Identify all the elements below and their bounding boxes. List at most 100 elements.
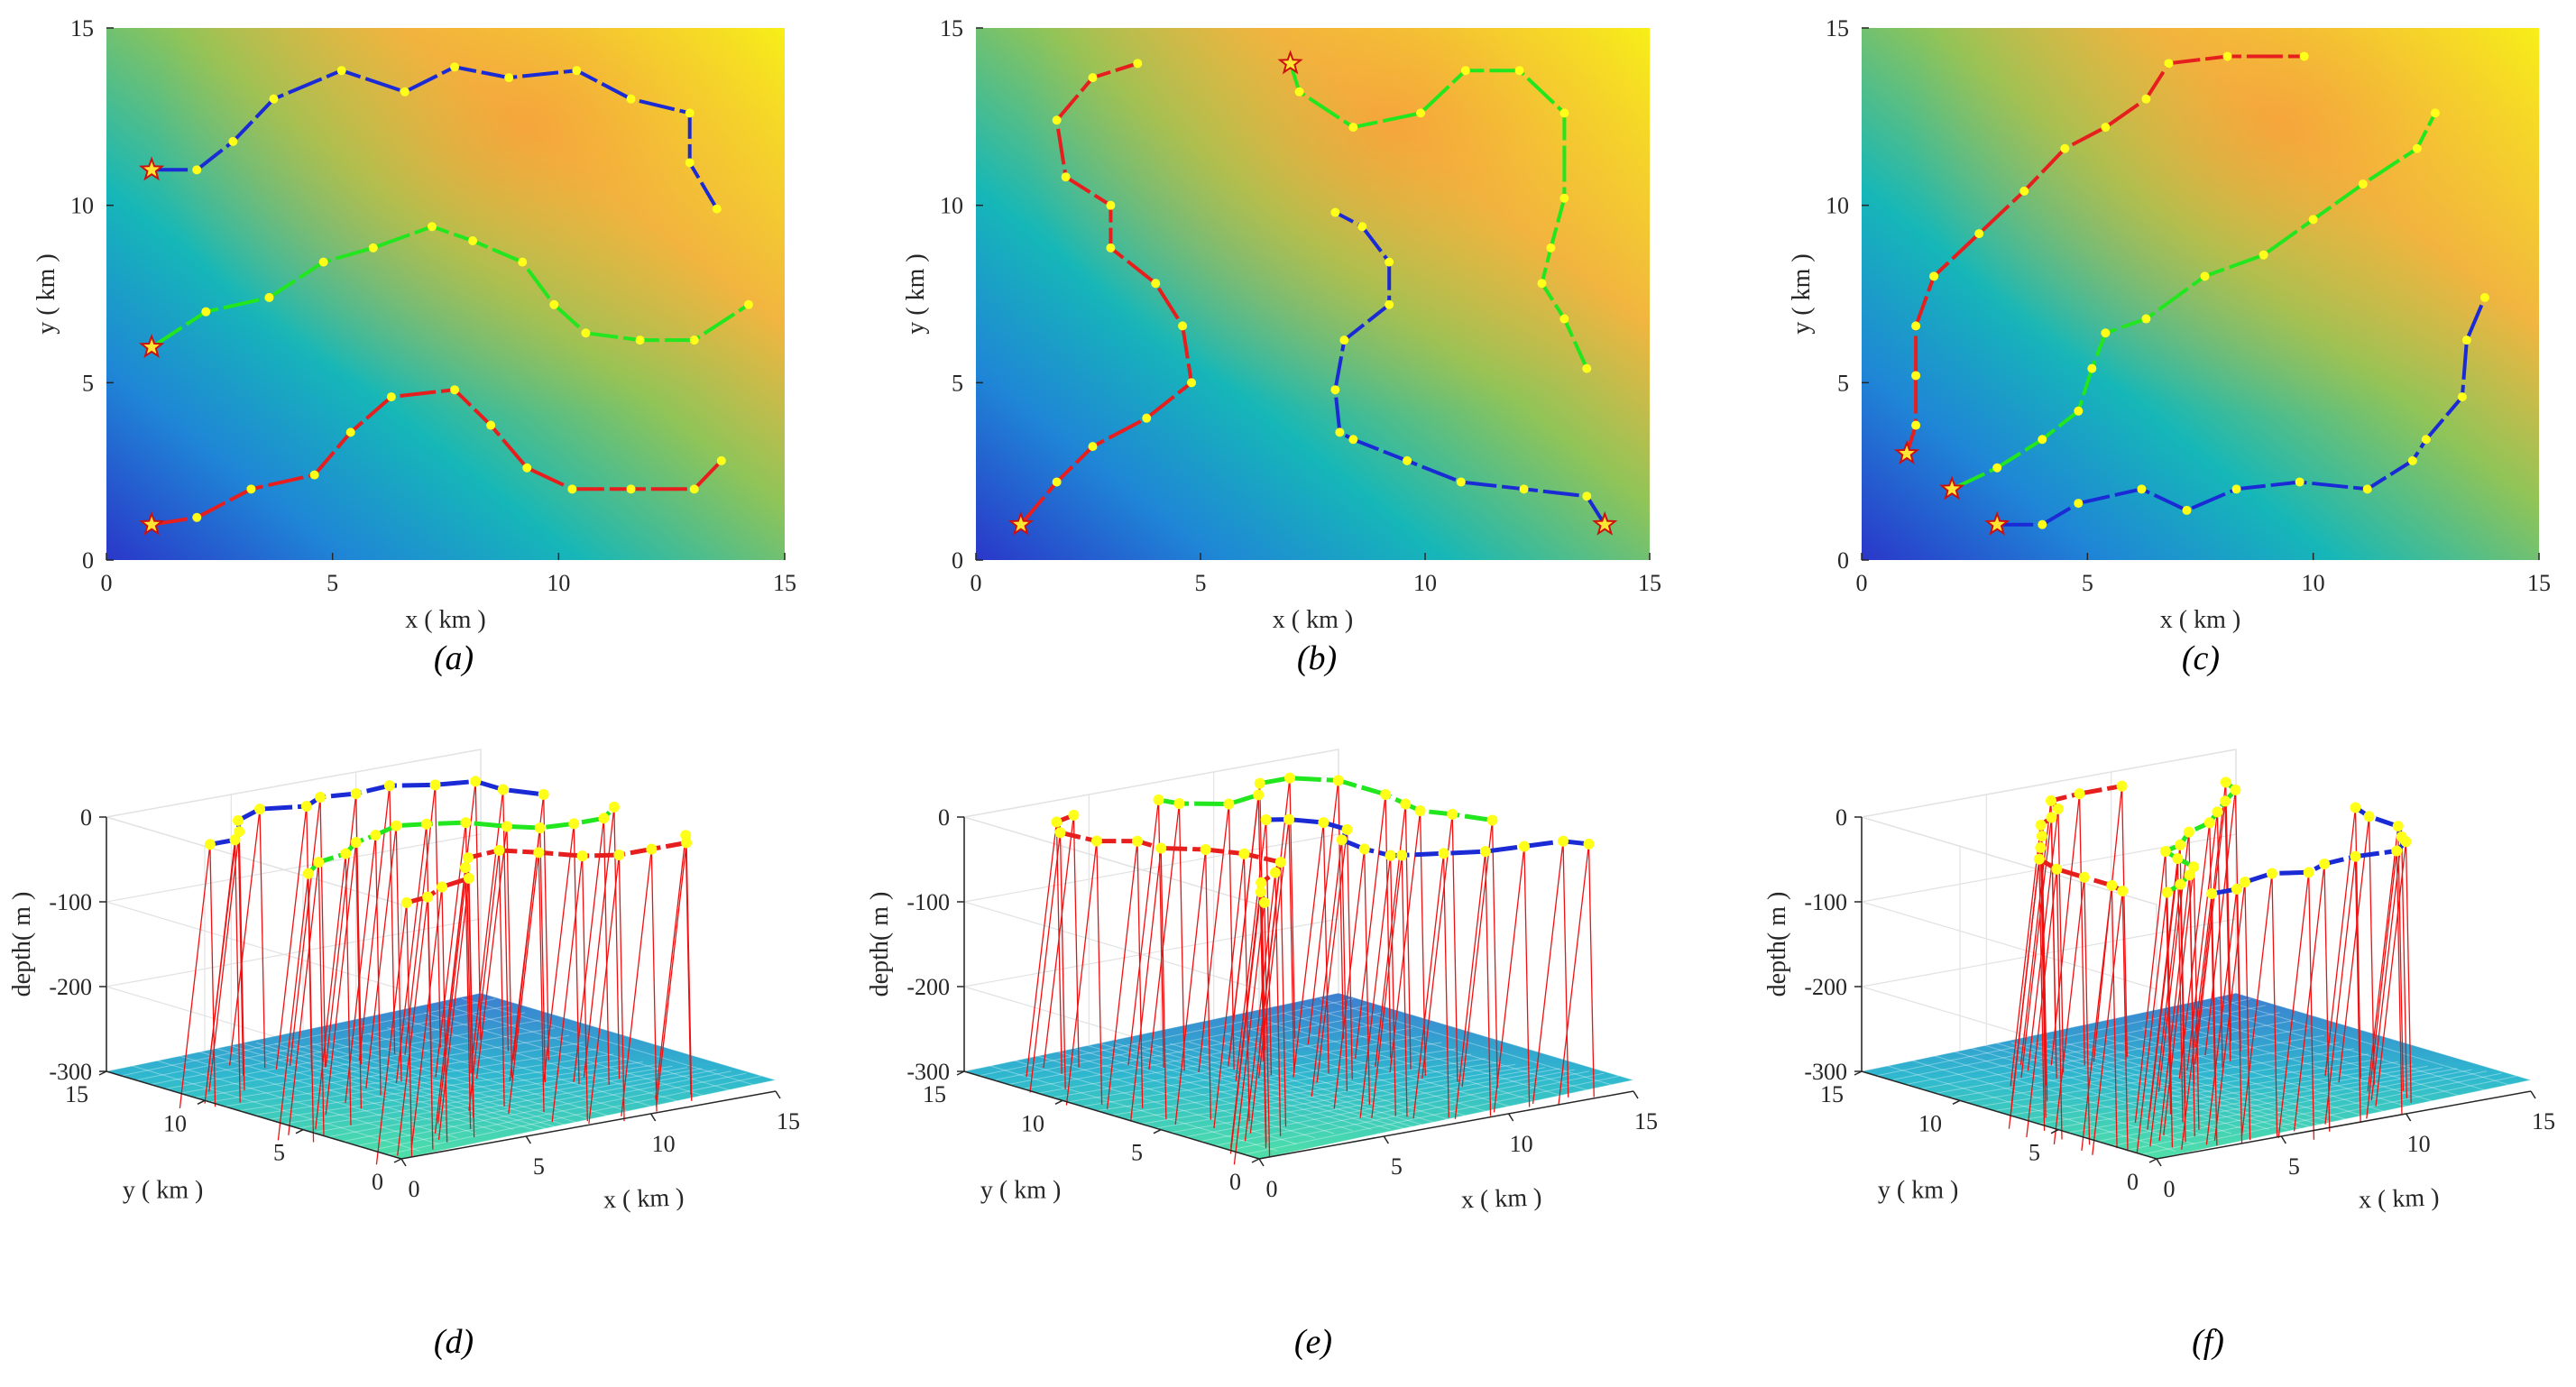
series-blue-point	[2421, 435, 2431, 445]
z-tick-label: -300	[906, 1059, 950, 1085]
link-line	[1106, 840, 1138, 1109]
link-line	[2213, 881, 2246, 1141]
link-line	[2397, 826, 2405, 1091]
series-blue-point-3d	[497, 784, 509, 795]
mesh-line	[1876, 998, 2251, 1077]
mesh-line	[1097, 1053, 1472, 1112]
series-green-point	[1514, 66, 1524, 76]
link-line	[2193, 867, 2200, 1130]
x-tick-label: 5	[2082, 570, 2093, 596]
series-green-point	[689, 335, 699, 345]
z-grid-line	[963, 901, 1260, 990]
link-line	[1364, 849, 1371, 1105]
link-line	[475, 826, 508, 1079]
link-line	[2149, 884, 2181, 1147]
series-blue-point	[1385, 257, 1394, 267]
x-axis-label: x ( km )	[2160, 606, 2240, 634]
panel-caption: (d)	[434, 1323, 474, 1361]
y-tick-label: 5	[2029, 1140, 2040, 1166]
start-star-marker	[1592, 510, 1618, 536]
series-red-point	[2299, 51, 2309, 61]
series-green-point	[427, 222, 437, 232]
series-green-line	[1288, 62, 1589, 370]
x-tick-label: 0	[101, 570, 113, 596]
link-line	[277, 873, 309, 1141]
series-red-point-3d	[1132, 835, 1143, 847]
y-tick-label: 0	[1229, 1169, 1241, 1195]
series-red-point	[1052, 477, 1062, 487]
series-red-point-3d	[2052, 803, 2064, 814]
series-red-point-3d	[463, 872, 474, 884]
series-blue-point-3d	[2266, 868, 2277, 879]
series-green-point-3d	[501, 821, 512, 832]
x-tick-mark	[1508, 1113, 1514, 1122]
link-line	[441, 886, 448, 1143]
mesh-line	[1229, 1072, 1605, 1151]
y-tick-mark	[1251, 1158, 1260, 1163]
mesh-line	[150, 1012, 526, 1086]
y-tick-label: 0	[1837, 547, 1849, 574]
link-line	[2121, 890, 2129, 1152]
link-line	[2053, 877, 2085, 1145]
series-blue-point	[1403, 455, 1412, 465]
link-line	[2057, 808, 2065, 1073]
link-line	[2027, 808, 2059, 1071]
y-tick-label: 15	[940, 15, 963, 41]
mesh-line	[195, 1034, 570, 1098]
mesh-line	[480, 992, 777, 1081]
mesh-line	[2142, 1026, 2438, 1116]
link-line	[2405, 841, 2412, 1103]
mesh-line	[372, 1072, 747, 1151]
link-line	[2167, 892, 2174, 1148]
link-line	[465, 868, 472, 1130]
series-blue-point	[2457, 392, 2467, 402]
link-line	[2396, 850, 2403, 1116]
mesh-line	[1338, 992, 1634, 1081]
link-line	[1587, 843, 1595, 1098]
x-tick-mark	[400, 1158, 407, 1167]
link-line	[538, 852, 545, 1113]
link-line	[1385, 794, 1392, 1059]
series-green-point	[318, 257, 328, 267]
x-tick-mark	[2406, 1113, 2412, 1122]
y-tick-label: 10	[1021, 1110, 1044, 1136]
link-line	[2111, 885, 2118, 1149]
series-red-point	[1911, 371, 1921, 381]
link-line	[315, 853, 346, 1130]
x-tick-label: 10	[1413, 570, 1437, 596]
series-red-point	[567, 484, 577, 494]
link-line	[437, 858, 469, 1124]
series-green-point	[368, 243, 378, 253]
series-green-point	[581, 328, 591, 338]
link-line	[317, 862, 325, 1135]
series-red-point-3d	[493, 844, 505, 856]
series-blue-point	[1582, 491, 1592, 501]
link-line	[603, 818, 610, 1086]
link-line	[1354, 794, 1386, 1059]
series-blue-point-3d	[470, 776, 482, 787]
mesh-line	[253, 1058, 629, 1116]
link-line	[1233, 902, 1265, 1165]
mesh-line	[1301, 1005, 1596, 1094]
series-blue-point-3d	[383, 780, 395, 792]
series-blue-point-3d	[1385, 850, 1396, 861]
link-line	[1322, 822, 1329, 1074]
mesh-line	[424, 1012, 720, 1101]
link-line	[1375, 804, 1406, 1068]
mesh-line	[979, 998, 1354, 1077]
link-line	[1532, 840, 1564, 1104]
start-star-marker	[138, 510, 165, 536]
panel-a: 0 5 10 15 0 5 10 15 x ( km ) y ( km ) (a)	[32, 15, 796, 677]
x-tick-label: 15	[2532, 1108, 2555, 1134]
series-blue-point-3d	[2239, 877, 2250, 888]
series-blue-point	[1456, 477, 1466, 487]
series-green-point-3d	[2183, 826, 2194, 838]
series-red-point	[1151, 279, 1161, 289]
link-line	[2375, 841, 2407, 1107]
link-line	[288, 862, 319, 1135]
link-line	[2178, 822, 2211, 1079]
series-green-point-3d	[350, 837, 362, 849]
link-line	[228, 809, 261, 1066]
series-red-point	[450, 385, 460, 395]
series-blue-point	[336, 66, 346, 76]
